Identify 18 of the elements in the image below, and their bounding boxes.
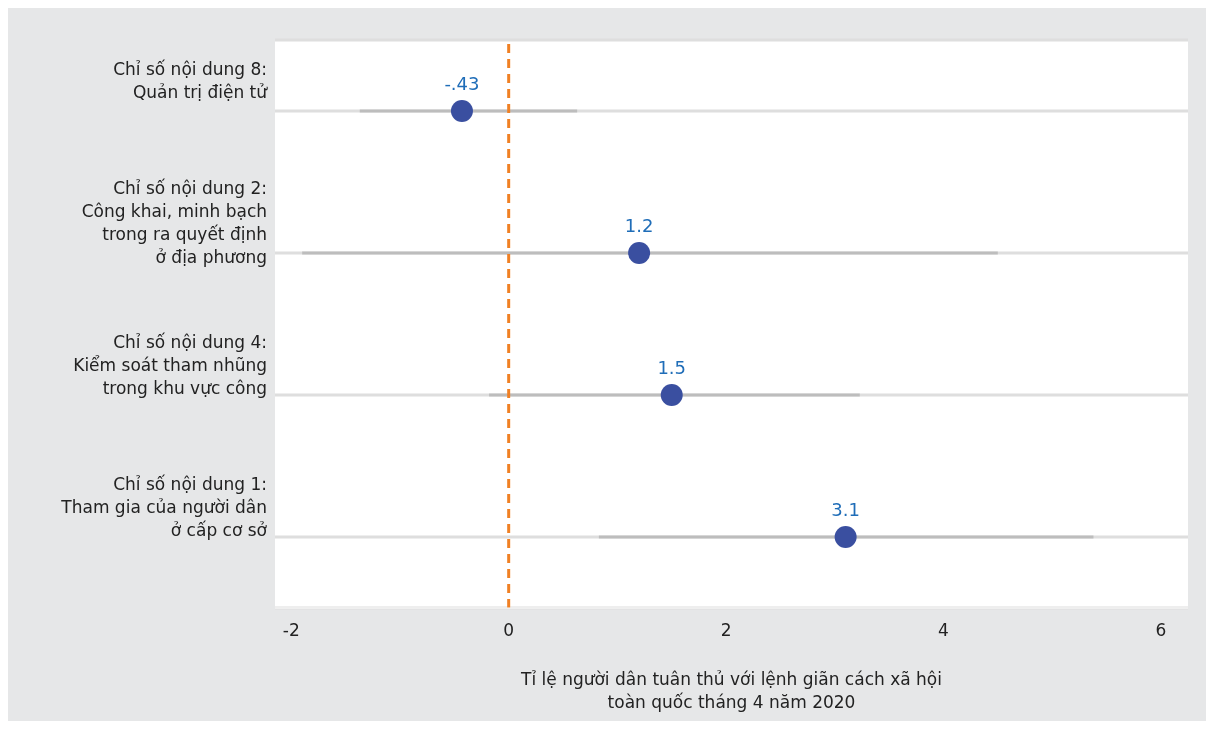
data-label: 1.2 <box>624 215 654 237</box>
x-axis-title: Tỉ lệ người dân tuân thủ với lệnh giãn cách xã hội toàn quốc tháng 4 năm 2020 <box>520 668 943 714</box>
x-tick-label: 2 <box>720 620 732 641</box>
y-tick-label: Chỉ số nội dung 1: Tham gia của người dân ở cấp cơ sở <box>60 473 268 540</box>
y-tick-label: Chỉ số nội dung 4: Kiểm soát tham nhũng trong khu vực công <box>73 331 267 398</box>
x-tick-label: 0 <box>503 620 515 641</box>
point <box>450 100 473 122</box>
x-tick-label: 4 <box>938 620 949 641</box>
data-label: 3.1 <box>831 499 860 521</box>
x-tick-label: -2 <box>282 620 300 641</box>
data-label: 1.5 <box>657 357 687 379</box>
y-tick-label: Chỉ số nội dung 8: Quản trị điện tử <box>113 59 269 103</box>
data-label: -.43 <box>444 73 480 95</box>
point <box>660 384 683 406</box>
point <box>834 526 857 548</box>
x-tick-label: 6 <box>1155 620 1167 641</box>
y-tick-label: Chỉ số nội dung 2: Công khai, minh bạch trong ra quyết định ở địa phương <box>81 178 267 268</box>
point <box>628 242 651 264</box>
